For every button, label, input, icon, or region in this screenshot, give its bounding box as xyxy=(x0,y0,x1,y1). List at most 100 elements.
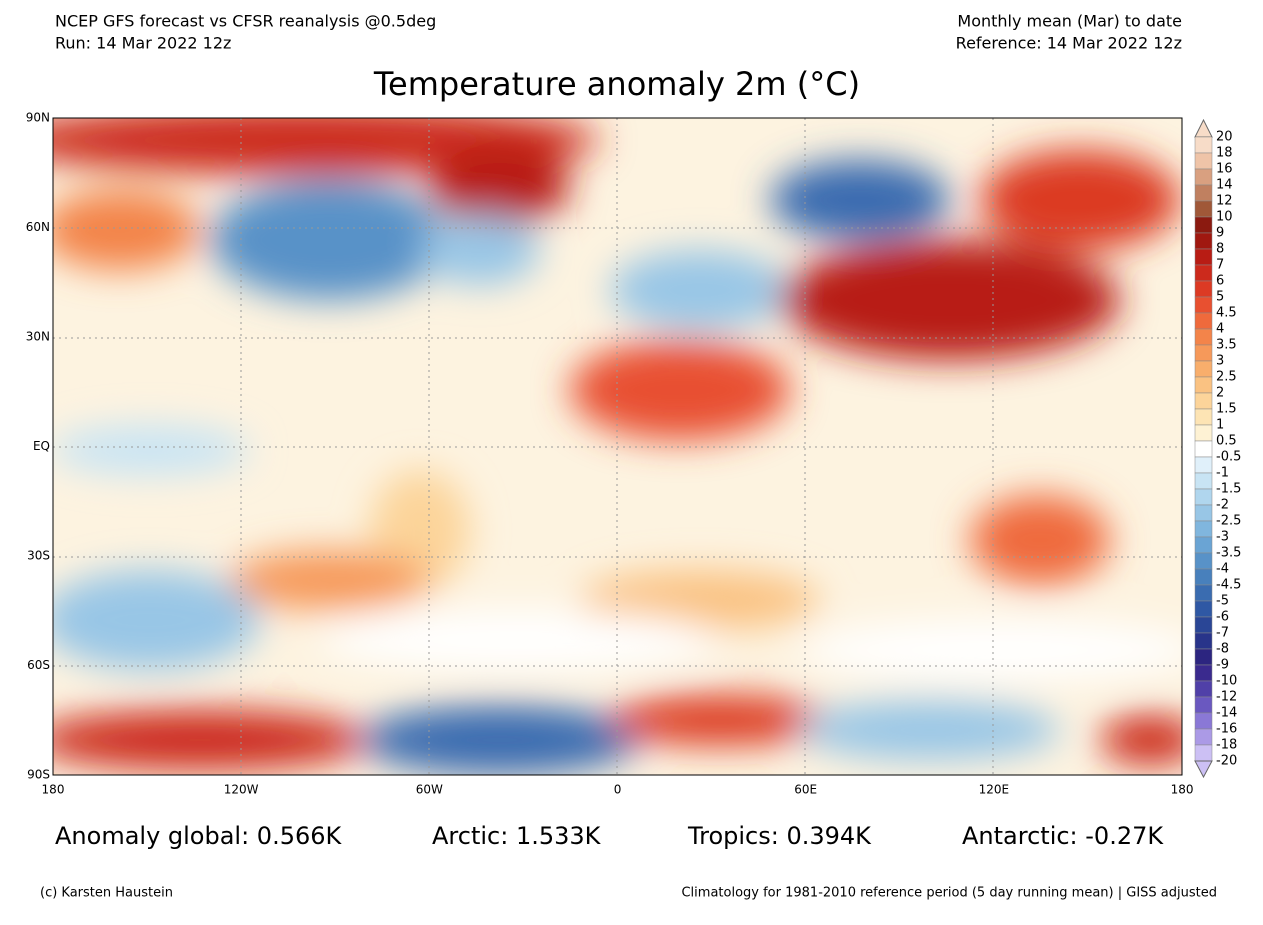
colorbar-bin xyxy=(1194,680,1213,698)
colorbar-bin xyxy=(1194,648,1213,666)
colorbar-bin xyxy=(1194,696,1213,714)
colorbar-label: 0.5 xyxy=(1216,434,1237,449)
colorbar-bin xyxy=(1194,376,1213,394)
colorbar-bin xyxy=(1194,312,1213,330)
colorbar-label: 8 xyxy=(1216,242,1224,257)
colorbar-bin xyxy=(1194,440,1213,458)
colorbar-bin xyxy=(1194,264,1213,282)
colorbar-bin xyxy=(1194,744,1213,762)
stat-text: Arctic: 1.533K xyxy=(432,822,602,850)
colorbar-bin xyxy=(1194,152,1213,170)
colorbar-bin xyxy=(1194,424,1213,442)
colorbar-label: -0.5 xyxy=(1216,450,1241,465)
lon-label: 60W xyxy=(416,783,443,797)
footer-text: (c) Karsten Haustein xyxy=(40,886,173,901)
colorbar-label: -20 xyxy=(1216,754,1237,769)
colorbar-bin xyxy=(1194,488,1213,506)
colorbar-label: 16 xyxy=(1216,162,1233,177)
colorbar-label: 18 xyxy=(1216,146,1233,161)
header-text: Monthly mean (Mar) to date xyxy=(957,12,1182,31)
colorbar-label: -4 xyxy=(1216,562,1229,577)
colorbar-label: -10 xyxy=(1216,674,1237,689)
stat-text: Antarctic: -0.27K xyxy=(962,822,1164,850)
colorbar-bin xyxy=(1194,200,1213,218)
colorbar-label: 3 xyxy=(1216,354,1224,369)
colorbar-label: -2.5 xyxy=(1216,514,1241,529)
colorbar-label: 12 xyxy=(1216,194,1233,209)
map-field xyxy=(53,118,1182,775)
colorbar-bin xyxy=(1194,536,1213,554)
colorbar-cap xyxy=(1194,118,1213,138)
colorbar-bin xyxy=(1194,408,1213,426)
colorbar-label: 7 xyxy=(1216,258,1224,273)
colorbar-bin xyxy=(1194,728,1213,746)
colorbar-bin xyxy=(1194,216,1213,234)
graticule xyxy=(53,118,1182,775)
colorbar-bin xyxy=(1194,280,1213,298)
colorbar-label: 9 xyxy=(1216,226,1224,241)
colorbar-bin xyxy=(1194,664,1213,682)
colorbar-bin xyxy=(1194,472,1213,490)
lon-label: 120E xyxy=(979,783,1010,797)
colorbar-label: -8 xyxy=(1216,642,1229,657)
lat-label: EQ xyxy=(33,439,50,453)
map-frame xyxy=(52,117,1183,776)
colorbar-label: -9 xyxy=(1216,658,1229,673)
colorbar-label: 3.5 xyxy=(1216,338,1237,353)
colorbar-label: -18 xyxy=(1216,738,1237,753)
colorbar-bin xyxy=(1194,136,1213,154)
colorbar-label: -14 xyxy=(1216,706,1237,721)
lat-label: 60N xyxy=(26,220,50,234)
colorbar-label: -2 xyxy=(1216,498,1229,513)
colorbar-bin xyxy=(1194,360,1213,378)
colorbar-label: -6 xyxy=(1216,610,1229,625)
colorbar-label: 2.5 xyxy=(1216,370,1237,385)
colorbar-label: -3.5 xyxy=(1216,546,1241,561)
lat-label: 30S xyxy=(27,549,50,563)
colorbar-label: 2 xyxy=(1216,386,1224,401)
colorbar-label: 1 xyxy=(1216,418,1224,433)
lat-label: 90S xyxy=(27,768,50,782)
header-text: Run: 14 Mar 2022 12z xyxy=(55,34,231,53)
colorbar-bin xyxy=(1194,504,1213,522)
colorbar-label: -3 xyxy=(1216,530,1229,545)
colorbar-bin xyxy=(1194,232,1213,250)
lon-label: 0 xyxy=(614,783,622,797)
colorbar-bin xyxy=(1194,344,1213,362)
colorbar-label: 5 xyxy=(1216,290,1224,305)
header-text: Reference: 14 Mar 2022 12z xyxy=(956,34,1182,53)
colorbar-bin xyxy=(1194,296,1213,314)
colorbar-bin xyxy=(1194,248,1213,266)
colorbar-bin xyxy=(1194,168,1213,186)
colorbar-label: 4.5 xyxy=(1216,306,1237,321)
colorbar-bin xyxy=(1194,392,1213,410)
footer-text: Climatology for 1981-2010 reference peri… xyxy=(681,886,1217,901)
colorbar-bin xyxy=(1194,520,1213,538)
colorbar-bin xyxy=(1194,184,1213,202)
stat-text: Tropics: 0.394K xyxy=(687,822,872,850)
colorbar-cap xyxy=(1194,760,1213,779)
lon-label: 60E xyxy=(794,783,817,797)
header-text: NCEP GFS forecast vs CFSR reanalysis @0.… xyxy=(55,12,436,31)
lon-label: 180 xyxy=(42,783,65,797)
colorbar-bin xyxy=(1194,616,1213,634)
map-title: Temperature anomaly 2m (°C) xyxy=(373,65,860,103)
colorbar-bin xyxy=(1194,456,1213,474)
colorbar-label: 14 xyxy=(1216,178,1233,193)
colorbar-label: -1 xyxy=(1216,466,1229,481)
colorbar-bin xyxy=(1194,568,1213,586)
colorbar-label: 1.5 xyxy=(1216,402,1237,417)
colorbar-label: 10 xyxy=(1216,210,1233,225)
colorbar-bin xyxy=(1194,584,1213,602)
colorbar-label: -7 xyxy=(1216,626,1229,641)
colorbar-bin xyxy=(1194,328,1213,346)
lat-label: 30N xyxy=(26,330,50,344)
colorbar-label: -5 xyxy=(1216,594,1229,609)
lon-label: 120W xyxy=(224,783,259,797)
colorbar-label: 4 xyxy=(1216,322,1224,337)
colorbar-bin xyxy=(1194,552,1213,570)
lat-label: 90N xyxy=(26,111,50,125)
lon-label: 180 xyxy=(1171,783,1194,797)
colorbar-label: -16 xyxy=(1216,722,1237,737)
stat-text: Anomaly global: 0.566K xyxy=(55,822,343,850)
